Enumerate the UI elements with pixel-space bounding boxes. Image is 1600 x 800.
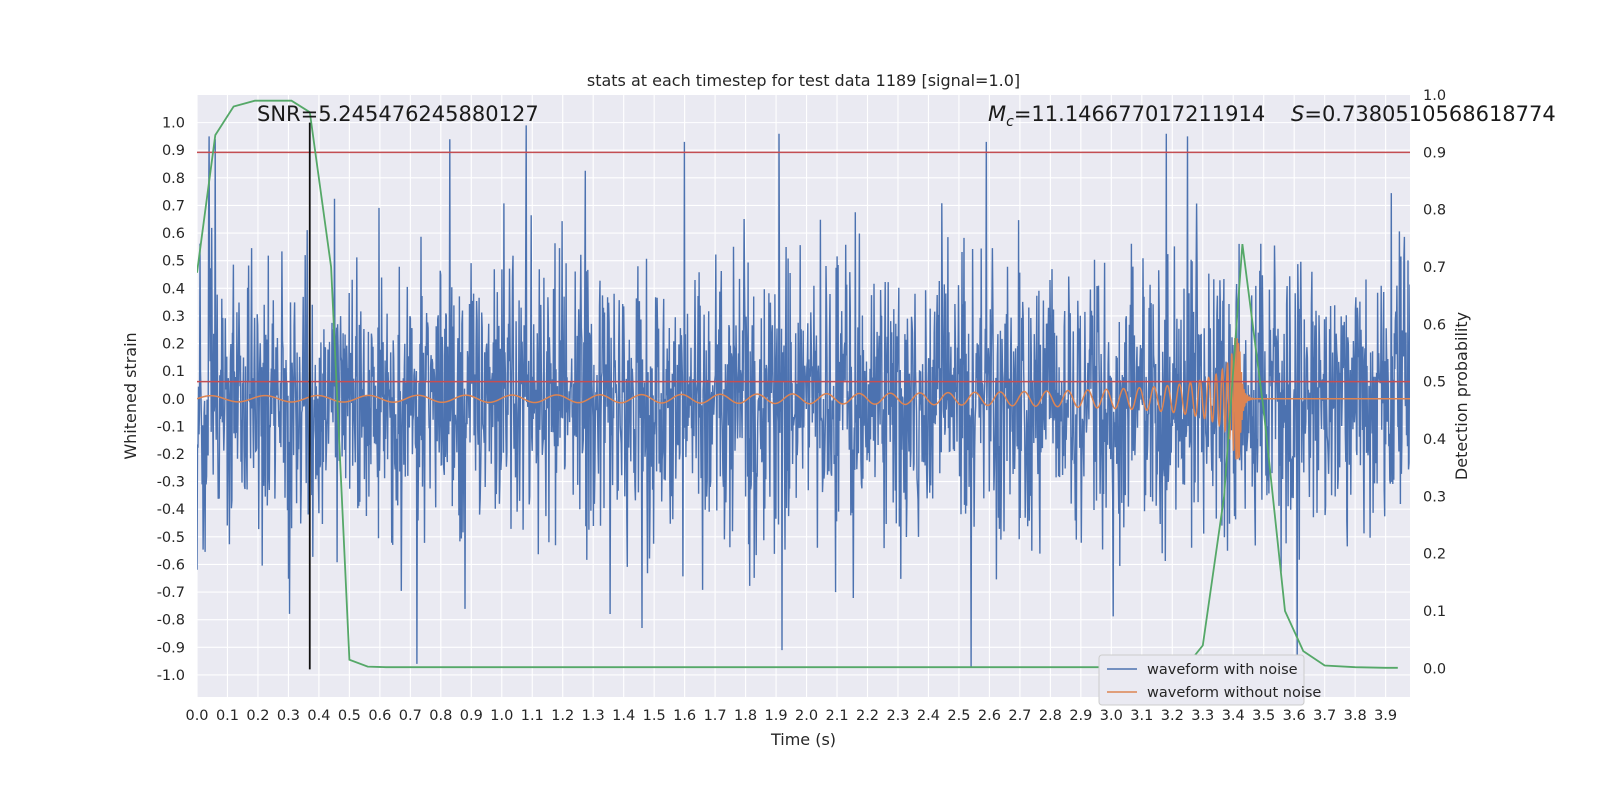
x-tick-label: 2.9: [1069, 708, 1092, 724]
x-tick-label: 0.1: [216, 708, 239, 724]
x-tick-label: 3.6: [1283, 708, 1306, 724]
x-tick-label: 3.1: [1130, 708, 1153, 724]
x-tick-label: 1.6: [673, 708, 696, 724]
y-tick-label: 0.4: [162, 281, 185, 297]
reference-lines: [197, 122, 1410, 670]
y-tick-label: 1.0: [162, 116, 185, 132]
x-tick-label: 3.5: [1252, 708, 1275, 724]
x-tick-label: 1.9: [765, 708, 788, 724]
y2-tick-label: 0.5: [1423, 375, 1446, 391]
y-tick-label: -1.0: [157, 668, 185, 684]
y-tick-label: 0.2: [162, 337, 185, 353]
x-tick-label: 1.2: [551, 708, 574, 724]
y2-tick-label: 1.0: [1423, 88, 1446, 104]
y2-tick-label: 0.3: [1423, 489, 1446, 505]
x-tick-label: 0.0: [185, 708, 208, 724]
s-symbol: S: [1291, 102, 1304, 126]
x-tick-label: 3.8: [1344, 708, 1367, 724]
x-tick-label: 1.1: [521, 708, 544, 724]
y-tick-label: -0.1: [157, 419, 185, 435]
x-tick-label: 2.8: [1039, 708, 1062, 724]
x-tick-label: 0.7: [399, 708, 422, 724]
legend-label-noise: waveform with noise: [1147, 662, 1298, 678]
y2-tick-label: 0.9: [1423, 145, 1446, 161]
x-tick-label: 2.6: [978, 708, 1001, 724]
mc-value: =11.146677017211914: [1014, 102, 1265, 126]
s-value: =0.7380510568618774: [1304, 102, 1555, 126]
y-tick-label: -0.5: [157, 530, 185, 546]
x-tick-label: 3.4: [1222, 708, 1245, 724]
y-tick-label: 0.1: [162, 364, 185, 380]
y2-tick-label: 0.2: [1423, 547, 1446, 563]
y-tick-label: -0.8: [157, 613, 185, 629]
probability-line: [197, 99, 1398, 669]
series-waveform-with-noise: [197, 125, 1410, 667]
y-tick-label: 0.5: [162, 254, 185, 270]
x-tick-label: 0.9: [460, 708, 483, 724]
mc-subscript: c: [1006, 114, 1014, 130]
y-tick-label: 0.3: [162, 309, 185, 325]
x-tick-label: 0.2: [246, 708, 269, 724]
x-tick-label: 3.9: [1374, 708, 1397, 724]
x-tick-label: 0.5: [338, 708, 361, 724]
mc-annotation: Mc=11.146677017211914: [988, 102, 1265, 130]
x-tick-label: 2.2: [856, 708, 879, 724]
y-tick-label: 0.6: [162, 226, 185, 242]
x-tick-label: 3.7: [1313, 708, 1336, 724]
y-tick-label: 0.9: [162, 143, 185, 159]
noise-waveform-line: [197, 125, 1410, 667]
legend: waveform with noise waveform without noi…: [1098, 654, 1321, 706]
s-annotation: S=0.7380510568618774: [1291, 102, 1556, 126]
x-tick-label: 2.5: [947, 708, 970, 724]
x-tick-label: 2.3: [886, 708, 909, 724]
x-tick-label: 1.3: [582, 708, 605, 724]
y2-axis-label: Detection probability: [1452, 312, 1471, 480]
x-tick-label: 0.6: [368, 708, 391, 724]
y-axis-ticks: -1.0 -0.9 -0.8 -0.7 -0.6 -0.5 -0.4 -0.3 -0.2 -0.1…: [157, 116, 185, 684]
y-tick-label: -0.3: [157, 475, 185, 491]
x-tick-label: 0.4: [307, 708, 330, 724]
y2-tick-label: 0.0: [1423, 661, 1446, 677]
x-tick-label: 1.7: [704, 708, 727, 724]
x-tick-label: 0.3: [277, 708, 300, 724]
x-tick-label: 3.2: [1161, 708, 1184, 724]
y-tick-label: -0.2: [157, 447, 185, 463]
y2-tick-label: 0.1: [1423, 604, 1446, 620]
y2-tick-label: 0.8: [1423, 203, 1446, 219]
x-tick-label: 3.0: [1100, 708, 1123, 724]
x-tick-label: 1.4: [612, 708, 635, 724]
y-tick-label: -0.6: [157, 557, 185, 573]
x-tick-label: 2.1: [825, 708, 848, 724]
y-tick-label: -0.7: [157, 585, 185, 601]
x-axis-ticks: 0.0 0.1 0.2 0.3 0.4 0.5 0.6 0.7 0.8 0.9 1.0 1.1 1.2 1…: [185, 708, 1397, 724]
x-tick-label: 3.3: [1191, 708, 1214, 724]
y-tick-label: -0.9: [157, 640, 185, 656]
y-tick-label: 0.0: [162, 392, 185, 408]
x-tick-label: 0.8: [429, 708, 452, 724]
x-tick-label: 2.7: [1008, 708, 1031, 724]
series-detection-probability: [197, 99, 1398, 669]
mc-symbol: M: [988, 102, 1006, 126]
x-tick-label: 2.0: [795, 708, 818, 724]
y2-tick-label: 0.4: [1423, 432, 1446, 448]
legend-label-clean: waveform without noise: [1147, 685, 1321, 701]
legend-box: [1098, 654, 1305, 706]
snr-annotation: SNR=5.245476245880127: [257, 102, 539, 126]
x-tick-label: 2.4: [917, 708, 940, 724]
y-tick-label: 0.8: [162, 171, 185, 187]
x-tick-label: 1.8: [734, 708, 757, 724]
x-tick-label: 1.0: [490, 708, 513, 724]
x-axis-label: Time (s): [770, 730, 836, 749]
y-axis-label: Whitened strain: [121, 332, 140, 459]
x-tick-label: 1.5: [643, 708, 666, 724]
y-tick-label: -0.4: [157, 502, 185, 518]
y2-axis-ticks: 0.0 0.1 0.2 0.3 0.4 0.5 0.6 0.7 0.8 0.9 1.0: [1423, 88, 1446, 677]
y-tick-label: 0.7: [162, 198, 185, 214]
chart-title: stats at each timestep for test data 118…: [587, 71, 1020, 90]
y2-tick-label: 0.6: [1423, 317, 1446, 333]
y2-tick-label: 0.7: [1423, 260, 1446, 276]
